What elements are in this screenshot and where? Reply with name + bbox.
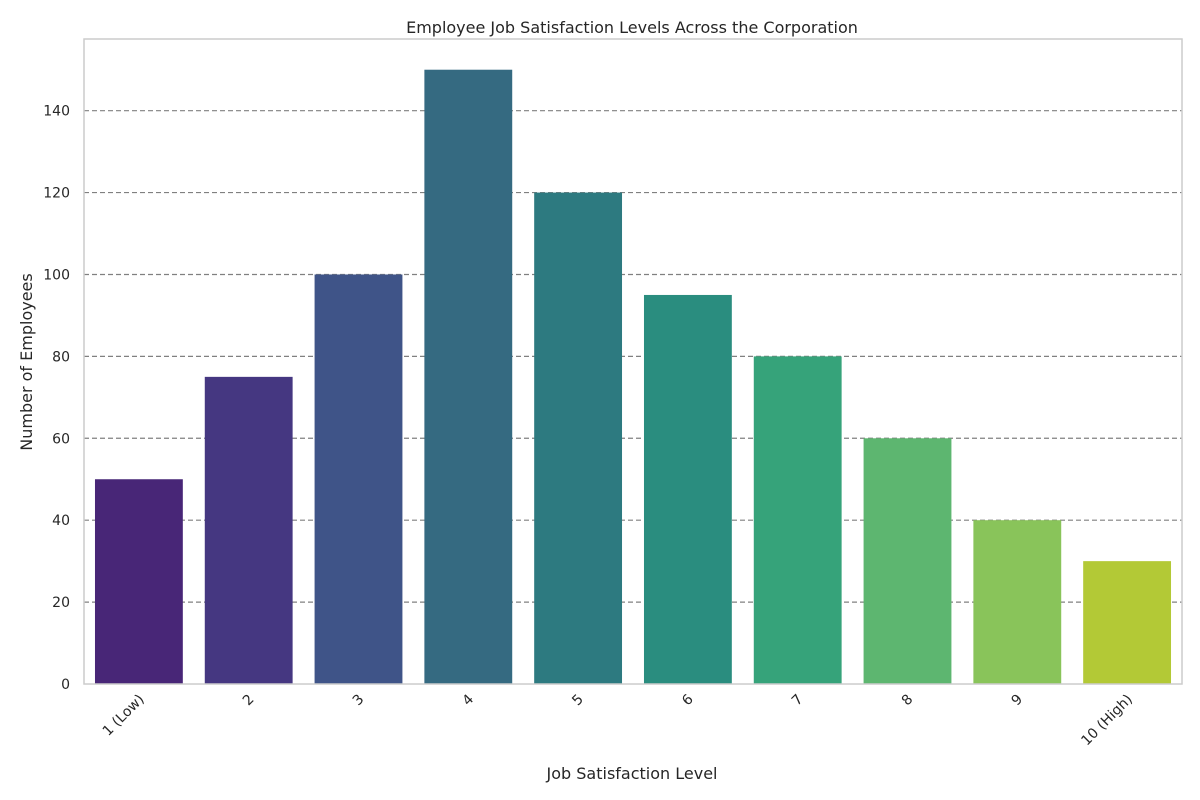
bar bbox=[424, 69, 513, 684]
x-tick-label: 1 (Low) bbox=[100, 692, 148, 740]
y-tick-label: 20 bbox=[52, 595, 70, 611]
x-tick-label: 2 bbox=[240, 692, 258, 710]
bar bbox=[973, 520, 1062, 684]
y-tick-label: 40 bbox=[52, 513, 70, 529]
y-tick-label: 120 bbox=[43, 186, 70, 202]
bars bbox=[94, 69, 1172, 685]
bar bbox=[94, 479, 183, 684]
x-tick-labels: 1 (Low) 2 3 4 5 6 7 8 9 10 (High) bbox=[100, 691, 1136, 749]
x-tick-label: 9 bbox=[1009, 692, 1027, 710]
y-tick-label: 140 bbox=[43, 104, 70, 120]
x-tick-label: 6 bbox=[679, 691, 697, 709]
y-tick-label: 100 bbox=[43, 267, 70, 283]
bar bbox=[204, 376, 293, 684]
bar bbox=[534, 192, 623, 685]
x-tick-label: 3 bbox=[350, 692, 368, 710]
x-tick-label: 10 (High) bbox=[1078, 692, 1136, 750]
y-tick-label: 80 bbox=[52, 349, 70, 365]
x-tick-label: 4 bbox=[460, 691, 478, 709]
x-axis-label: Job Satisfaction Level bbox=[546, 764, 718, 783]
x-tick-label: 7 bbox=[789, 692, 807, 710]
y-tick-labels: 0 20 40 60 80 100 120 140 bbox=[43, 104, 70, 693]
y-tick-label: 60 bbox=[52, 431, 70, 447]
y-tick-label: 0 bbox=[61, 677, 70, 693]
y-axis-label: Number of Employees bbox=[17, 273, 36, 450]
plot-frame bbox=[83, 38, 1183, 685]
bar bbox=[643, 294, 732, 684]
bar bbox=[863, 438, 952, 684]
bar bbox=[753, 356, 842, 684]
chart-title: Employee Job Satisfaction Levels Across … bbox=[406, 18, 858, 37]
bar bbox=[1083, 561, 1172, 684]
x-tick-label: 5 bbox=[569, 692, 587, 710]
bar bbox=[314, 274, 403, 684]
x-tick-label: 8 bbox=[899, 692, 917, 710]
